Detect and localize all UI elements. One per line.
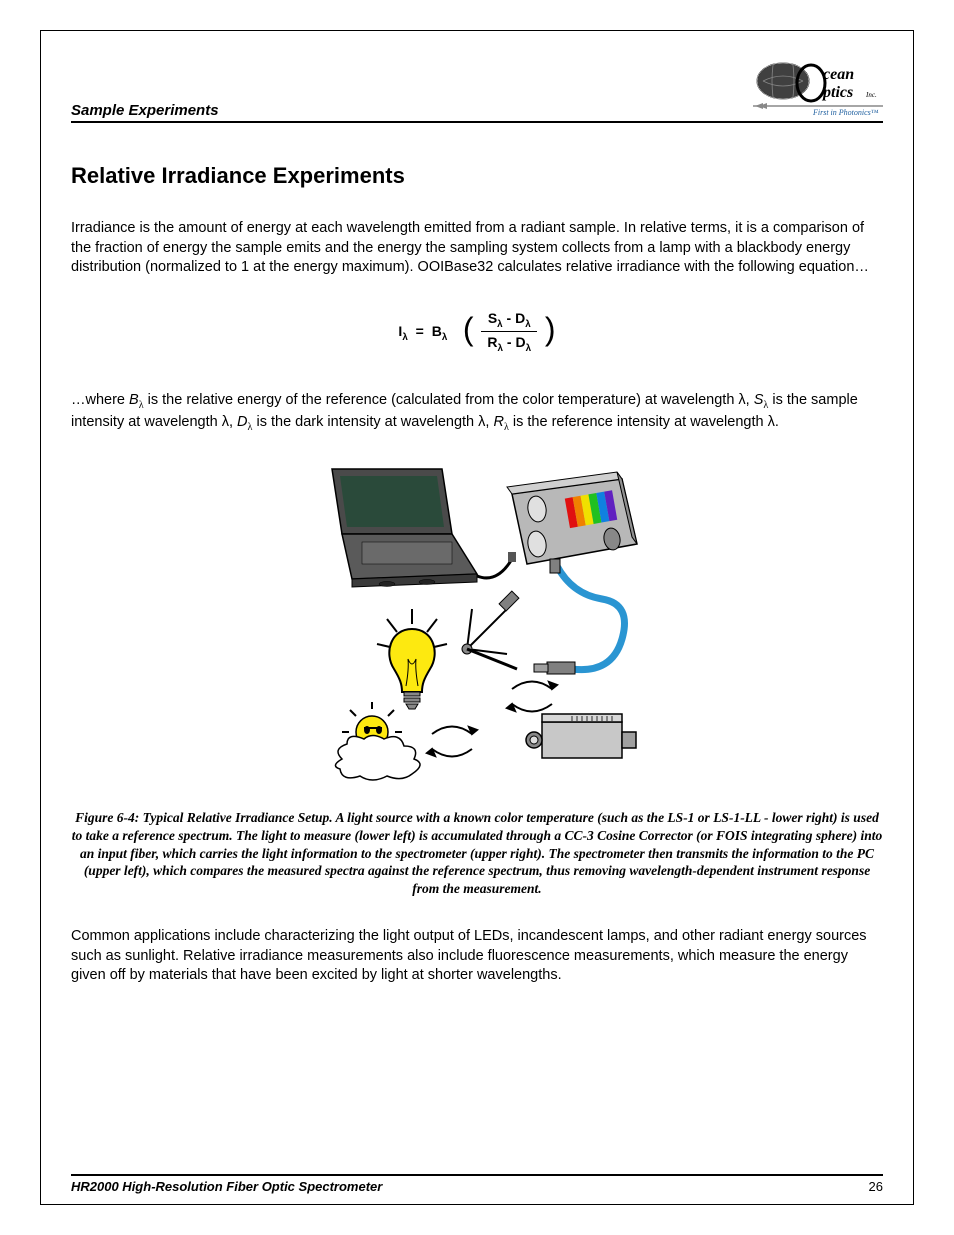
eq-equals: = [416,323,424,339]
logo-inc: Inc. [865,91,877,99]
fiber-connector-top [550,559,560,573]
spectrometer-icon [507,472,637,564]
eq-rparen: ) [545,311,556,347]
eq-I: Iλ [398,323,407,339]
sun-cloud-icon [335,702,420,780]
eq-numerator: Sλ - Dλ [481,308,537,333]
setup-diagram [312,454,642,784]
swap-arrows-icon-2 [427,727,477,757]
eq-fraction: Sλ - Dλ Rλ - Dλ [481,308,537,357]
company-logo: cean ptics Inc. First in Photonics™ [753,51,883,121]
logo-text-top: cean [823,66,854,83]
usb-cable [477,559,512,578]
logo-tagline: First in Photonics™ [812,108,879,117]
light-source-icon [526,714,636,758]
document-page: Sample Experiments cean ptics Inc. First… [0,0,954,1235]
paragraph-3: Common applications include characterizi… [71,927,883,986]
page-header: Sample Experiments cean ptics Inc. First… [71,51,883,123]
page-number: 26 [869,1179,883,1194]
eq-lparen: ( [463,311,474,347]
footer-title: HR2000 High-Resolution Fiber Optic Spect… [71,1179,382,1194]
fiber-cable [557,566,625,670]
equation-display: Iλ = Bλ ( Sλ - Dλ Rλ - Dλ ) [71,308,883,357]
swap-arrows-icon [507,682,557,712]
page-border: Sample Experiments cean ptics Inc. First… [40,30,914,1205]
page-footer: HR2000 High-Resolution Fiber Optic Spect… [71,1174,883,1194]
figure-caption: Figure 6-4: Typical Relative Irradiance … [71,809,883,897]
fiber-connector-bottom [534,662,575,674]
eq-denominator: Rλ - Dλ [481,332,537,356]
lightbulb-icon [377,609,447,709]
laptop-icon [332,469,477,587]
eq-B: Bλ [432,323,448,339]
paragraph-1: Irradiance is the amount of energy at ea… [71,219,883,278]
paragraph-2: …where Bλ is the relative energy of the … [71,391,883,434]
cosine-corrector-icon [462,592,519,670]
cable-connector [508,552,516,562]
logo-text-bottom: ptics [821,84,853,101]
figure-container [71,454,883,789]
main-heading: Relative Irradiance Experiments [71,163,883,189]
header-section-title: Sample Experiments [71,102,219,119]
